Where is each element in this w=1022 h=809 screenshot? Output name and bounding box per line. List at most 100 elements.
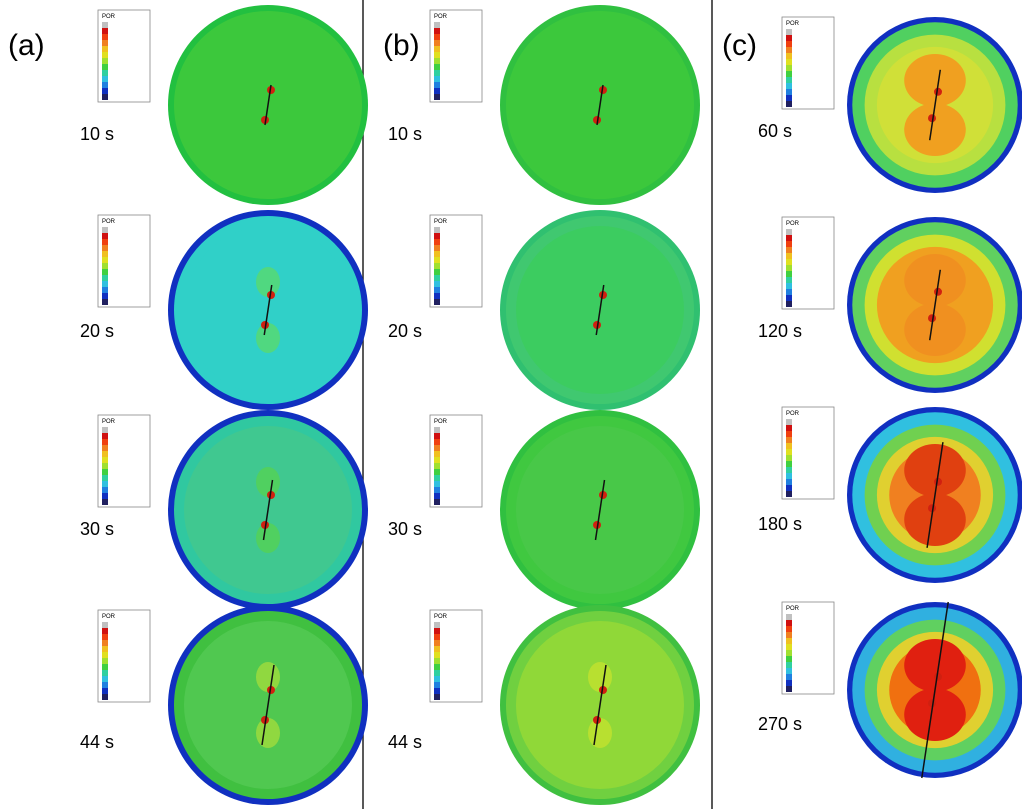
legend-swatch <box>434 40 440 46</box>
legend-swatch <box>786 83 792 89</box>
time-label: 180 s <box>758 514 802 534</box>
legend-swatch <box>786 662 792 668</box>
legend-swatch <box>434 76 440 82</box>
figure: (a)POR10 sPOR20 sPOR30 sPOR44 s(b)POR10 … <box>0 0 1022 809</box>
legend-swatch <box>786 295 792 301</box>
legend-swatch <box>102 94 108 100</box>
legend-swatch <box>786 491 792 497</box>
legend-swatch <box>786 235 792 241</box>
legend-swatch <box>434 676 440 682</box>
stress-lobe <box>904 303 966 356</box>
legend-swatch <box>786 41 792 47</box>
legend-swatch <box>102 640 108 646</box>
legend-swatch <box>434 299 440 305</box>
legend-swatch <box>434 257 440 263</box>
panel-label: (a) <box>8 29 45 62</box>
legend-swatch <box>786 680 792 686</box>
legend-swatch <box>786 89 792 95</box>
legend-swatch <box>434 46 440 52</box>
legend-swatch <box>434 493 440 499</box>
legend-title: POR <box>786 411 800 417</box>
legend-swatch <box>786 259 792 265</box>
legend-swatch <box>102 499 108 505</box>
legend-swatch <box>434 88 440 94</box>
legend-swatch <box>434 251 440 257</box>
legend-swatch <box>786 71 792 77</box>
legend-swatch <box>102 257 108 263</box>
legend-swatch <box>434 34 440 40</box>
legend-swatch <box>434 445 440 451</box>
legend-swatch <box>786 461 792 467</box>
legend-title: POR <box>102 614 116 620</box>
legend-swatch <box>786 253 792 259</box>
stress-lobe <box>904 444 966 497</box>
legend-swatch <box>786 101 792 107</box>
time-label: 20 s <box>80 321 114 341</box>
legend-swatch <box>786 479 792 485</box>
legend-swatch <box>786 247 792 253</box>
legend-swatch <box>434 469 440 475</box>
panel-label: (b) <box>383 29 420 62</box>
time-label: 44 s <box>80 732 114 752</box>
legend-swatch <box>786 473 792 479</box>
legend-swatch <box>434 28 440 34</box>
time-label: 30 s <box>80 519 114 539</box>
time-label: 10 s <box>80 124 114 144</box>
legend-swatch <box>786 674 792 680</box>
legend-swatch <box>102 670 108 676</box>
legend-swatch <box>102 628 108 634</box>
legend-swatch <box>102 652 108 658</box>
legend-swatch <box>102 269 108 275</box>
legend-swatch <box>434 694 440 700</box>
legend-swatch <box>102 487 108 493</box>
legend-swatch <box>102 694 108 700</box>
legend-swatch <box>102 70 108 76</box>
legend-swatch <box>434 427 440 433</box>
legend-swatch <box>786 686 792 692</box>
legend-swatch <box>434 287 440 293</box>
legend-swatch <box>434 293 440 299</box>
legend-swatch <box>102 245 108 251</box>
legend-swatch <box>434 628 440 634</box>
legend-swatch <box>102 82 108 88</box>
legend-swatch <box>786 301 792 307</box>
legend-swatch <box>102 634 108 640</box>
panel-label: (c) <box>722 29 757 62</box>
legend-swatch <box>786 437 792 443</box>
legend-swatch <box>434 463 440 469</box>
legend-swatch <box>434 263 440 269</box>
time-label: 60 s <box>758 121 792 141</box>
legend-swatch <box>786 77 792 83</box>
legend-title: POR <box>786 606 800 612</box>
legend-swatch <box>786 644 792 650</box>
legend-swatch <box>434 22 440 28</box>
legend-swatch <box>434 233 440 239</box>
legend-swatch <box>786 65 792 71</box>
time-label: 44 s <box>388 732 422 752</box>
legend-swatch <box>102 263 108 269</box>
legend-swatch <box>786 668 792 674</box>
stress-lobe <box>904 254 966 307</box>
legend-swatch <box>102 46 108 52</box>
legend-swatch <box>102 52 108 58</box>
legend-swatch <box>102 251 108 257</box>
legend-swatch <box>434 640 440 646</box>
legend-swatch <box>786 467 792 473</box>
legend-swatch <box>434 499 440 505</box>
stress-lobe <box>904 54 966 107</box>
legend-swatch <box>434 58 440 64</box>
legend-swatch <box>102 28 108 34</box>
legend-swatch <box>102 233 108 239</box>
legend-swatch <box>102 451 108 457</box>
legend-swatch <box>434 239 440 245</box>
legend-swatch <box>102 40 108 46</box>
legend-swatch <box>434 664 440 670</box>
legend-swatch <box>102 475 108 481</box>
legend-swatch <box>786 485 792 491</box>
stress-lobe <box>904 688 966 741</box>
legend-title: POR <box>434 419 448 425</box>
legend-swatch <box>434 457 440 463</box>
legend-swatch <box>102 293 108 299</box>
legend-swatch <box>434 269 440 275</box>
legend-swatch <box>102 493 108 499</box>
